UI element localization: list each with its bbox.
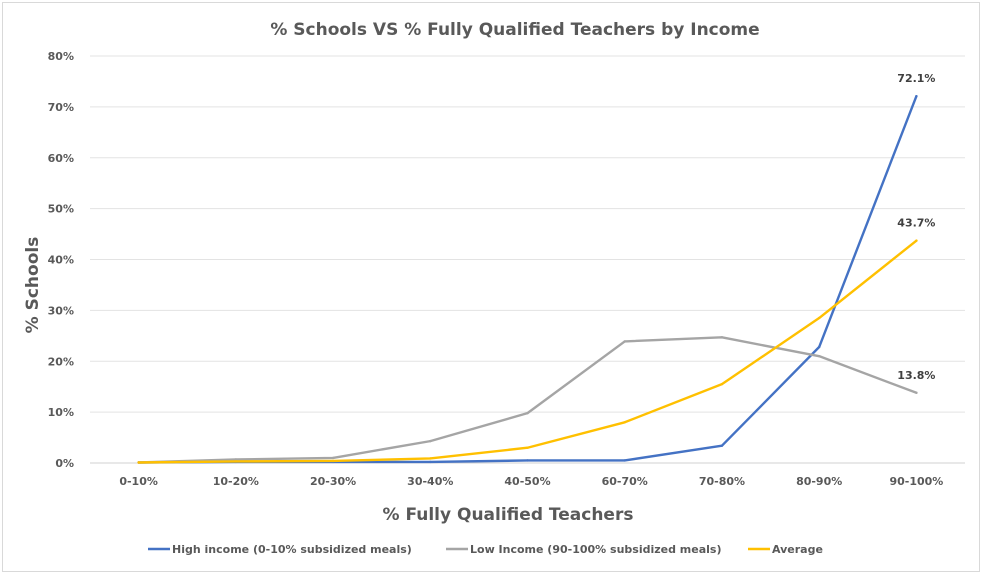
y-axis-ticks: 0% 10% 20% 30% 40% 50% 60% 70% 80% (48, 50, 74, 470)
data-point (331, 459, 335, 463)
x-axis-title: % Fully Qualified Teachers (383, 505, 634, 525)
x-axis-ticks: 0-10% 10-20% 20-30% 30-40% 40-50% 60-70% 70-80… (119, 475, 943, 488)
series-lines (137, 94, 918, 464)
x-tick-label: 0-10% (119, 475, 158, 488)
legend-entry: Low Income (90-100% subsidized meals) (470, 543, 722, 556)
series-line-0 (137, 94, 918, 464)
y-tick-label: 30% (48, 304, 74, 317)
x-tick-label: 40-50% (504, 475, 550, 488)
x-tick-label: 20-30% (310, 475, 356, 488)
legend-entry: Average (772, 543, 823, 556)
data-labels: 72.1% 13.8% 43.7% (897, 72, 935, 382)
y-tick-label: 0% (55, 457, 74, 470)
legend: High income (0-10% subsidized meals) Low … (148, 543, 823, 556)
data-point (720, 444, 724, 447)
data-point (137, 461, 140, 464)
data-point (623, 459, 626, 462)
series-line-1 (137, 336, 918, 464)
x-tick-label: 90-100% (889, 475, 943, 488)
data-point (429, 457, 432, 460)
y-tick-label: 60% (48, 152, 74, 165)
y-tick-label: 40% (48, 254, 74, 267)
legend-entry: High income (0-10% subsidized meals) (172, 543, 412, 556)
data-point (234, 460, 238, 463)
data-point (915, 239, 918, 242)
y-tick-label: 80% (48, 50, 74, 63)
data-point (720, 382, 724, 386)
data-label: 43.7% (897, 217, 935, 230)
data-point (526, 411, 529, 415)
data-point (623, 340, 626, 343)
data-point (817, 316, 821, 320)
y-tick-label: 10% (48, 406, 74, 419)
x-tick-label: 60-70% (602, 475, 648, 488)
data-point (526, 459, 529, 462)
x-tick-label: 80-90% (796, 475, 842, 488)
data-point (331, 456, 335, 460)
data-point (915, 94, 918, 98)
y-axis-title: % Schools (23, 237, 43, 334)
x-tick-label: 70-80% (699, 475, 745, 488)
x-tick-label: 10-20% (213, 475, 259, 488)
data-point (817, 354, 821, 358)
data-point (429, 460, 432, 464)
data-label: 13.8% (897, 369, 935, 382)
data-point (234, 458, 238, 461)
data-label: 72.1% (897, 72, 935, 85)
data-point (720, 336, 724, 339)
data-point (526, 446, 529, 449)
data-point (623, 421, 626, 424)
gridlines (90, 55, 965, 464)
y-tick-label: 20% (48, 355, 74, 368)
y-tick-label: 70% (48, 101, 74, 114)
data-point (429, 439, 432, 443)
x-tick-label: 30-40% (407, 475, 453, 488)
y-tick-label: 50% (48, 203, 74, 216)
data-point (817, 345, 821, 349)
data-point (915, 391, 918, 394)
chart-title: % Schools VS % Fully Qualified Teachers … (270, 20, 759, 40)
